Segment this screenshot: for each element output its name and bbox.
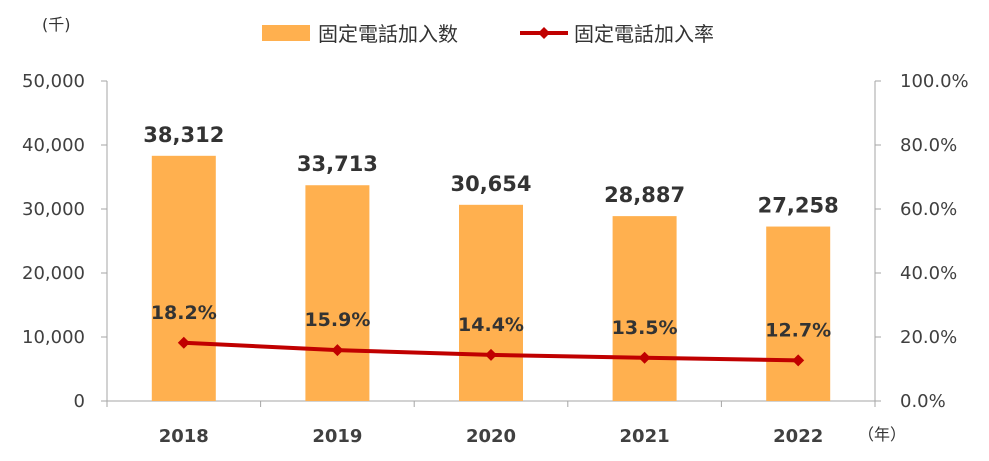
rate-point — [485, 348, 497, 361]
x-tick-label: 2022 — [773, 426, 823, 447]
right-tick-label: 20.0% — [900, 327, 957, 348]
legend: 固定電話加入数 固定電話加入率 — [262, 22, 714, 46]
right-tick-label: 40.0% — [900, 263, 957, 284]
right-tick-label: 80.0% — [900, 135, 957, 156]
rate-point — [638, 351, 651, 364]
data-labels: 38,312 33,713 30,654 28,887 27,258 18.2% 15.9%… — [143, 123, 838, 342]
bar — [612, 216, 677, 401]
bar — [766, 226, 831, 401]
right-tick-label: 0.0% — [900, 391, 946, 412]
rate-value-label: 15.9% — [304, 309, 370, 331]
bar-value-label: 30,654 — [450, 172, 531, 196]
axes: 0 10,000 20,000 30,000 40,000 50,000 0.0% 20.0%… — [22, 71, 969, 447]
rate-line — [177, 336, 805, 367]
rate-point — [177, 336, 190, 349]
bar — [151, 155, 216, 401]
legend-swatch-bar — [262, 25, 310, 41]
left-tick-label: 40,000 — [22, 135, 85, 156]
left-tick-label: 30,000 — [22, 199, 85, 220]
bar — [459, 204, 523, 401]
rate-value-label: 13.5% — [612, 317, 678, 339]
left-tick-label: 0 — [74, 391, 85, 412]
legend-swatch-marker — [538, 27, 550, 39]
bar-value-label: 33,713 — [297, 152, 378, 176]
bars — [151, 155, 831, 401]
x-tick-label: 2018 — [159, 426, 209, 447]
rate-point — [792, 354, 805, 367]
legend-label-line: 固定電話加入率 — [574, 22, 714, 46]
left-tick-label: 20,000 — [22, 263, 85, 284]
right-tick-label: 60.0% — [900, 199, 957, 220]
left-tick-label: 50,000 — [22, 71, 85, 92]
x-tick-label: 2019 — [312, 426, 362, 447]
x-tick-label: 2020 — [466, 426, 516, 447]
bar-value-label: 27,258 — [758, 194, 839, 218]
bar — [305, 185, 370, 401]
rate-value-label: 14.4% — [458, 314, 524, 336]
legend-label-bar: 固定電話加入数 — [318, 22, 458, 46]
rate-point — [331, 344, 344, 357]
bar-value-label: 38,312 — [143, 123, 224, 147]
left-tick-label: 10,000 — [22, 327, 85, 348]
bar-value-label: 28,887 — [604, 183, 685, 207]
left-axis-unit: (千) — [42, 15, 71, 34]
rate-value-label: 18.2% — [151, 302, 217, 324]
x-tick-label: 2021 — [620, 426, 670, 447]
x-axis-unit: （年） — [858, 425, 906, 444]
rate-value-label: 12.7% — [765, 319, 831, 341]
right-tick-label: 100.0% — [900, 71, 969, 92]
